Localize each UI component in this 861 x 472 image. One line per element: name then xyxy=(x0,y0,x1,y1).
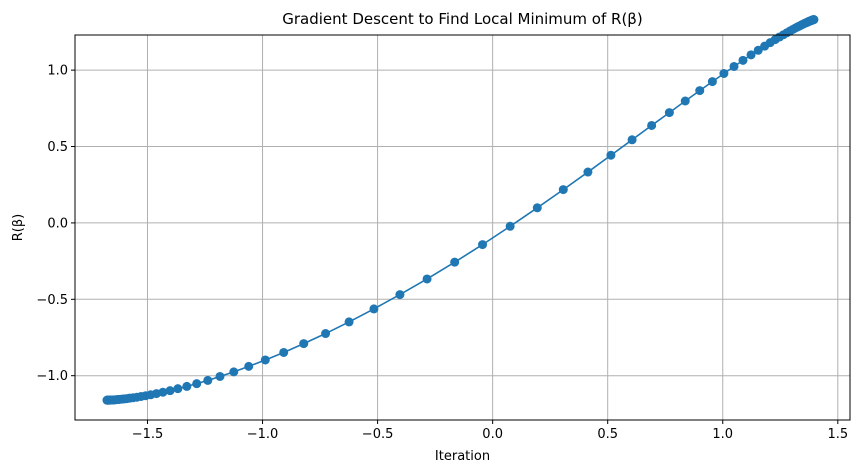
x-tick-label: 0.5 xyxy=(597,427,618,442)
data-point xyxy=(215,371,225,381)
data-point xyxy=(369,304,379,314)
y-tick-label: −0.5 xyxy=(36,293,68,308)
y-tick-label: 0.0 xyxy=(47,216,68,231)
y-axis-label: R(β) xyxy=(11,214,26,241)
y-tick-label: −1.0 xyxy=(36,369,68,384)
y-tick-label: 0.5 xyxy=(47,140,68,155)
data-point xyxy=(299,339,309,349)
data-point xyxy=(809,15,819,25)
data-point xyxy=(664,108,674,118)
data-point xyxy=(695,86,705,96)
x-axis-label: Iteration xyxy=(435,449,490,464)
data-point xyxy=(753,45,763,55)
data-point xyxy=(158,387,168,397)
x-tick-label: −1.0 xyxy=(247,427,279,442)
x-axis: −1.5 −1.0 −0.5 0.0 0.5 1.0 1.5 xyxy=(132,420,848,442)
chart-title: Gradient Descent to Find Local Minimum o… xyxy=(282,10,642,28)
data-point xyxy=(532,203,542,213)
x-tick-label: 0.0 xyxy=(482,427,503,442)
data-point xyxy=(450,257,460,267)
data-point xyxy=(680,96,690,106)
data-point xyxy=(647,120,657,130)
data-point xyxy=(719,69,729,78)
data-point xyxy=(321,329,331,339)
data-point xyxy=(192,379,202,389)
data-point xyxy=(729,61,739,71)
y-tick-label: 1.0 xyxy=(47,64,68,79)
grid xyxy=(75,35,850,420)
y-axis: −1.0 −0.5 0.0 0.5 1.0 xyxy=(36,64,75,384)
data-point xyxy=(165,386,175,396)
data-point xyxy=(422,274,432,284)
plot-frame xyxy=(74,34,851,421)
data-point xyxy=(746,50,756,60)
x-tick-label: −0.5 xyxy=(362,427,394,442)
data-point xyxy=(707,77,717,87)
data-point xyxy=(606,150,616,160)
data-point xyxy=(738,55,748,65)
data-point xyxy=(478,240,488,250)
data-point xyxy=(182,381,192,391)
data-point xyxy=(229,367,239,377)
x-tick-label: 1.5 xyxy=(827,427,848,442)
data-point xyxy=(203,375,213,385)
data-point xyxy=(583,167,593,177)
data-point xyxy=(558,185,568,195)
series-group xyxy=(102,15,819,405)
data-point xyxy=(627,135,637,145)
data-point xyxy=(260,355,270,365)
data-point xyxy=(244,361,254,371)
data-point xyxy=(344,317,354,327)
data-point xyxy=(395,290,405,300)
data-point xyxy=(279,347,289,357)
data-point xyxy=(173,384,183,394)
x-tick-label: 1.0 xyxy=(712,427,733,442)
data-point xyxy=(505,221,515,231)
x-tick-label: −1.5 xyxy=(132,427,164,442)
series-line xyxy=(106,18,815,401)
